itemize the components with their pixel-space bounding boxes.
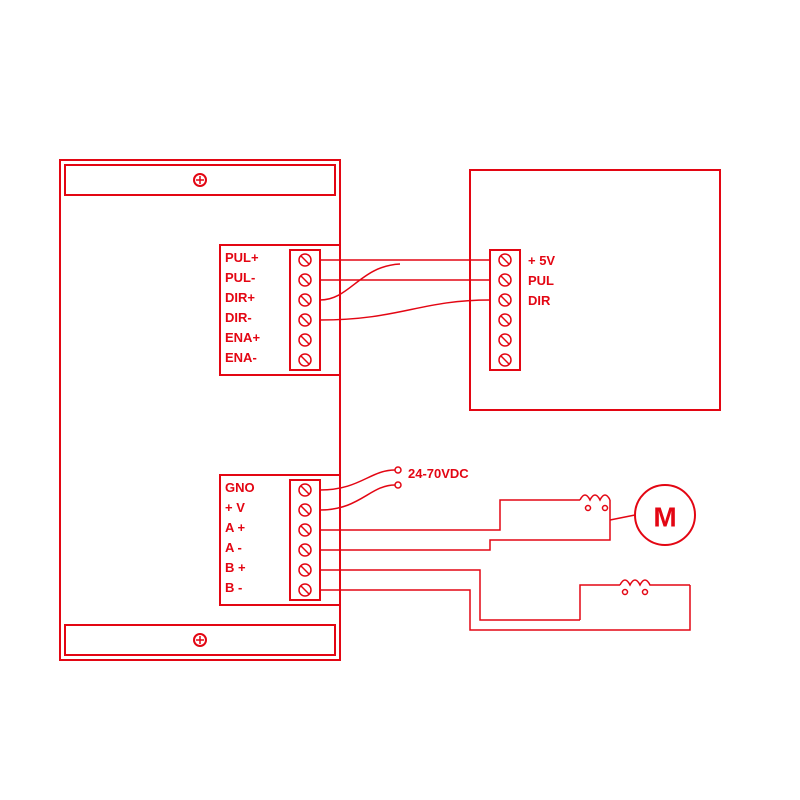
label-ctrl-dir: DIR	[528, 293, 551, 308]
power-supply-wires: 24-70VDC	[320, 466, 469, 510]
motor-label: M	[653, 502, 676, 533]
label-gno: GNO	[225, 480, 255, 495]
label-pul-plus: PUL+	[225, 250, 259, 265]
label-pul-minus: PUL-	[225, 270, 255, 285]
motor-coil-b	[320, 570, 690, 630]
label-ena-plus: ENA+	[225, 330, 260, 345]
label-ena-minus: ENA-	[225, 350, 257, 365]
label-ctrl-pul: PUL	[528, 273, 554, 288]
label-b-plus: B +	[225, 560, 246, 575]
label-dir-minus: DIR-	[225, 310, 252, 325]
label-5v: + 5V	[528, 253, 555, 268]
label-a-plus: A +	[225, 520, 246, 535]
label-plus-v: + V	[225, 500, 245, 515]
driver-signal-block: PUL+ PUL- DIR+ DIR- ENA+ ENA-	[220, 245, 340, 375]
signal-wires	[320, 260, 490, 320]
motor-coil-a	[320, 495, 610, 550]
controller-module: + 5V PUL DIR	[470, 170, 720, 410]
label-dir-plus: DIR+	[225, 290, 255, 305]
label-b-minus: B -	[225, 580, 242, 595]
driver-power-block: GNO + V A + A - B + B -	[220, 475, 340, 605]
label-a-minus: A -	[225, 540, 242, 555]
label-voltage: 24-70VDC	[408, 466, 469, 481]
motor-symbol: M	[610, 485, 695, 545]
